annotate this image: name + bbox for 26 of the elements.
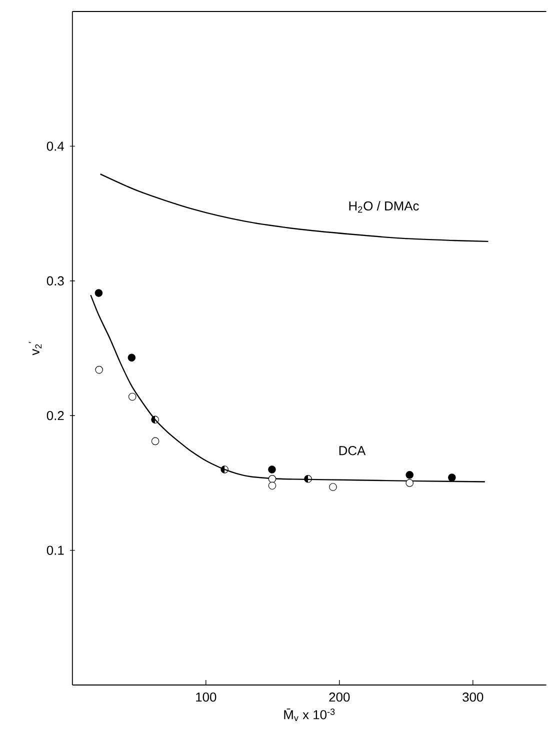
y-axis-title: v$_{2}$′ xyxy=(28,342,42,356)
point xyxy=(151,437,160,446)
y-tick-label: 0.1 xyxy=(46,546,64,555)
line-series xyxy=(100,173,489,242)
point xyxy=(268,482,276,490)
point xyxy=(94,289,103,297)
point xyxy=(329,483,337,491)
point xyxy=(151,416,159,424)
x-axis-title: M̄$_{v}$ x 10$^{-3}$ xyxy=(284,708,335,721)
point xyxy=(406,479,414,487)
y-tick-label: 0.3 xyxy=(46,276,64,286)
y-tick-label: 0.4 xyxy=(46,142,64,151)
point xyxy=(95,366,103,374)
annotation: DCA xyxy=(339,446,366,456)
point xyxy=(448,474,456,482)
x-tick-label: 200 xyxy=(329,692,350,702)
point xyxy=(406,470,414,479)
point xyxy=(220,466,228,474)
x-tick-label: 300 xyxy=(462,692,484,702)
x-tick-label: 100 xyxy=(196,692,216,702)
y-tick-label: 0.2 xyxy=(46,411,64,420)
point xyxy=(268,466,276,474)
point xyxy=(268,475,276,483)
annotation: H$_{2}$O / DMAc xyxy=(349,201,419,213)
point xyxy=(128,392,136,401)
point xyxy=(128,354,136,362)
